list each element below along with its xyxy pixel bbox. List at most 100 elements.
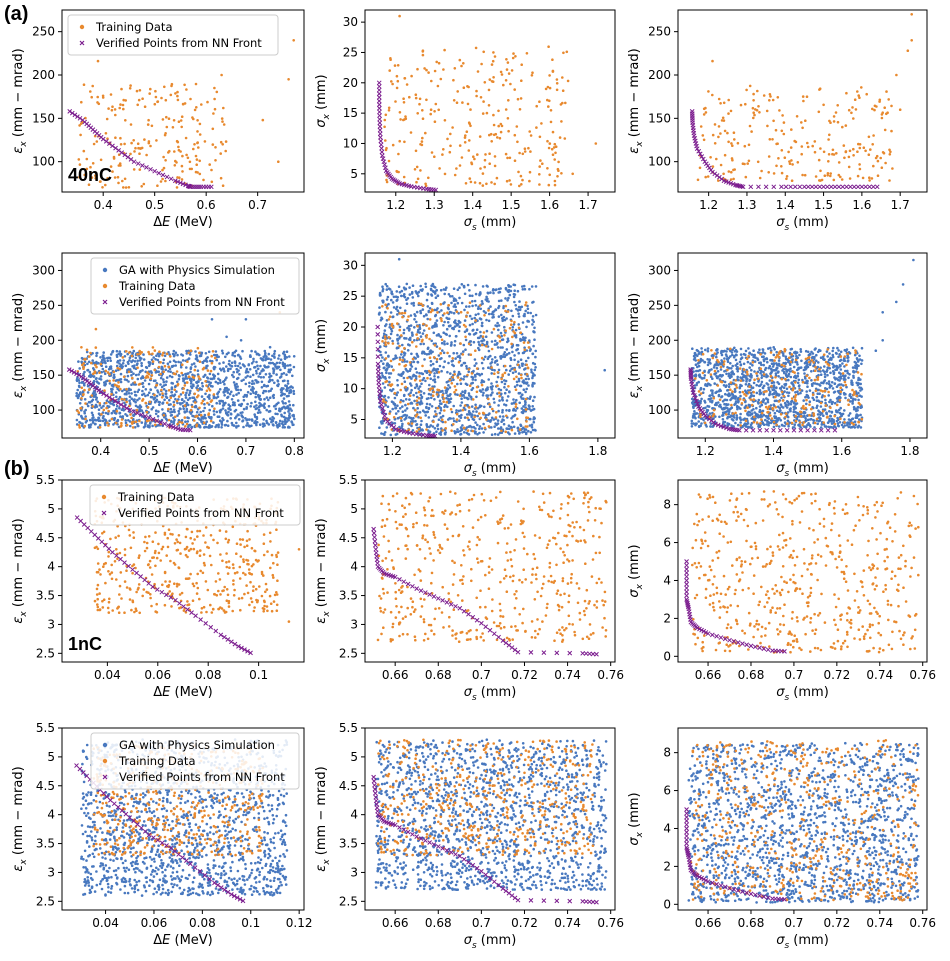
data-point <box>423 352 427 355</box>
data-point <box>267 398 270 402</box>
data-point <box>420 372 423 375</box>
data-point <box>410 388 413 392</box>
data-point <box>89 351 92 355</box>
data-point <box>824 401 827 405</box>
data-point <box>439 352 443 355</box>
data-point <box>218 362 221 365</box>
data-point <box>534 355 537 359</box>
data-point <box>746 162 749 165</box>
data-point <box>154 358 157 361</box>
data-point <box>202 366 206 370</box>
data-point <box>493 155 497 158</box>
data-point <box>487 300 490 303</box>
data-point <box>77 360 80 363</box>
data-point <box>236 385 239 388</box>
data-point <box>531 385 534 388</box>
data-point <box>490 372 494 375</box>
data-point <box>486 357 490 361</box>
data-point <box>170 387 174 391</box>
data-point <box>175 370 179 373</box>
data-point <box>439 77 443 81</box>
data-point <box>255 372 258 375</box>
data-point <box>186 156 190 160</box>
data-point <box>257 408 261 412</box>
data-point <box>224 378 227 381</box>
front-point <box>122 152 128 158</box>
data-point <box>423 67 426 70</box>
data-point <box>416 330 420 334</box>
data-point <box>876 174 880 177</box>
data-point <box>503 391 507 395</box>
data-point <box>732 177 735 181</box>
data-point <box>887 98 890 101</box>
data-point <box>241 411 244 414</box>
data-point <box>387 355 390 358</box>
data-point <box>93 134 97 138</box>
data-point <box>448 378 452 382</box>
data-point <box>132 414 135 418</box>
data-point <box>190 167 193 171</box>
data-point <box>419 311 423 315</box>
data-point <box>492 288 495 291</box>
data-point <box>425 313 428 317</box>
front-point <box>378 142 384 148</box>
data-point <box>429 360 433 363</box>
data-point <box>99 356 102 359</box>
data-point <box>107 107 110 110</box>
data-point <box>555 88 559 92</box>
data-point <box>430 339 434 343</box>
data-point <box>123 177 127 181</box>
data-point <box>453 320 456 324</box>
front-point <box>375 369 381 374</box>
data-point <box>555 82 559 85</box>
data-point <box>385 369 388 372</box>
data-point <box>840 178 844 181</box>
data-point <box>429 364 433 367</box>
data-point <box>508 432 511 436</box>
data-point <box>172 403 176 407</box>
data-point <box>113 383 117 387</box>
data-point <box>196 346 200 350</box>
data-point <box>127 380 130 383</box>
data-point <box>237 418 241 421</box>
data-point <box>161 168 164 172</box>
data-point <box>412 393 415 397</box>
data-point <box>711 165 715 168</box>
data-point <box>380 316 383 320</box>
data-point <box>204 352 208 355</box>
x-tick-label: 1.5 <box>502 198 521 212</box>
data-point <box>538 100 541 103</box>
data-point <box>93 370 97 373</box>
legend-label: Training Data <box>118 279 196 293</box>
data-point <box>858 146 862 150</box>
data-point <box>435 308 438 312</box>
data-point <box>454 388 458 392</box>
data-point <box>505 353 508 357</box>
front-point <box>100 136 106 142</box>
data-point <box>193 405 197 409</box>
data-point <box>512 330 515 333</box>
front-point <box>183 182 188 188</box>
data-point <box>235 415 238 418</box>
data-point <box>455 335 458 338</box>
data-point <box>458 296 461 300</box>
data-point <box>159 383 162 386</box>
data-point <box>463 375 466 378</box>
data-point <box>727 140 730 144</box>
data-point <box>286 382 290 385</box>
data-point <box>145 410 149 414</box>
data-point <box>446 351 449 355</box>
data-point <box>202 421 206 425</box>
data-point <box>410 384 413 387</box>
front-point <box>160 172 166 178</box>
data-point <box>503 386 506 389</box>
data-point <box>213 97 216 101</box>
data-point <box>528 179 531 183</box>
data-point <box>260 404 263 407</box>
data-point <box>122 107 125 111</box>
data-point <box>279 368 282 372</box>
data-point <box>497 306 500 310</box>
data-point <box>532 300 535 304</box>
data-point <box>524 377 528 381</box>
data-point <box>189 389 192 393</box>
